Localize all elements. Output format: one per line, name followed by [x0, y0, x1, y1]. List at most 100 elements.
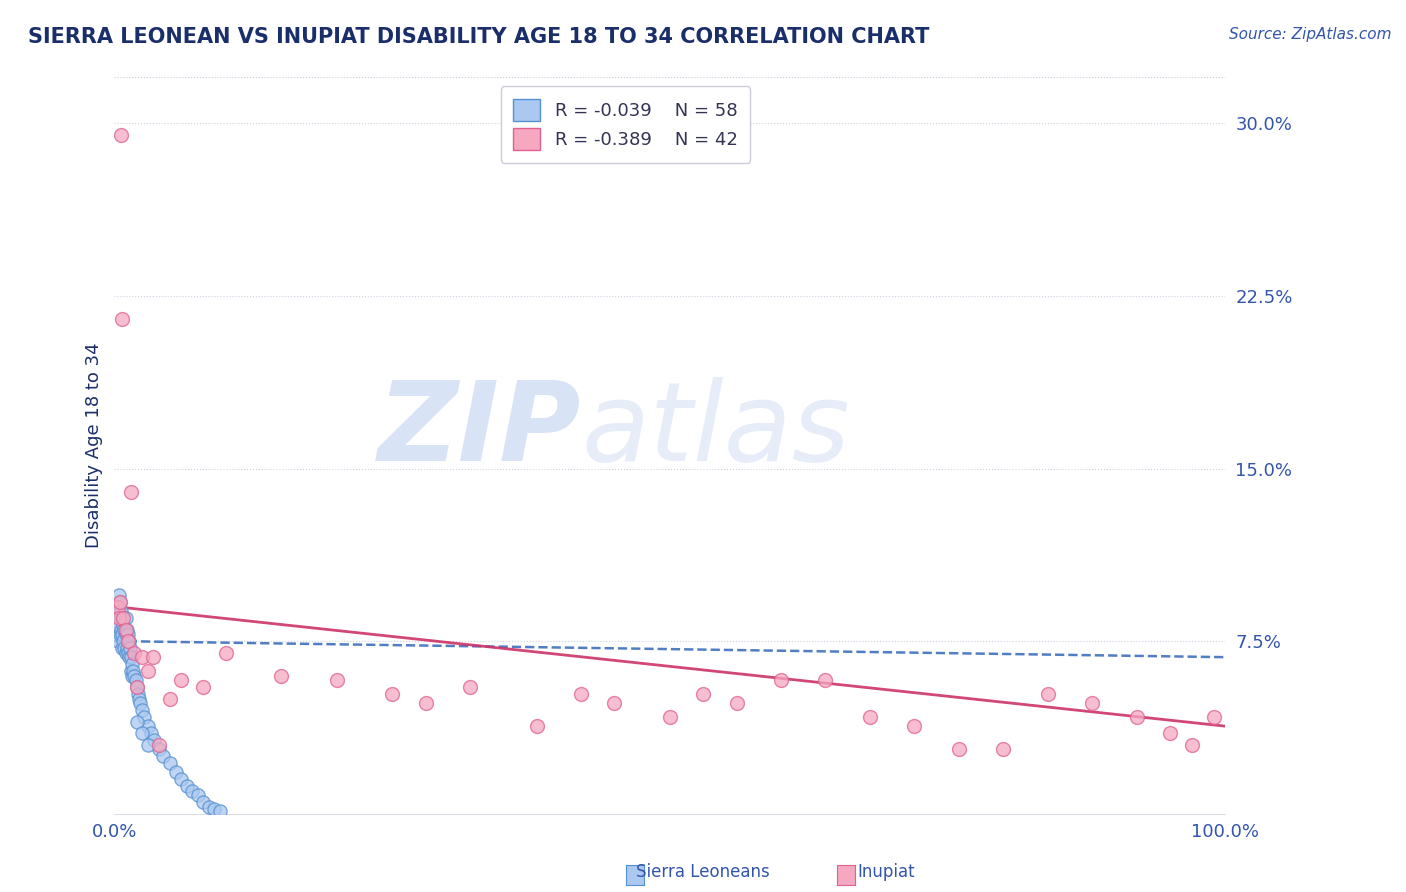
Point	[124, 668, 146, 682]
Point	[118, 640, 141, 655]
Point	[139, 726, 162, 740]
Point	[159, 691, 181, 706]
Point	[692, 687, 714, 701]
Point	[159, 756, 181, 770]
Point	[108, 595, 131, 609]
Point	[108, 611, 131, 625]
Point	[1181, 738, 1204, 752]
Point	[170, 772, 193, 786]
Point	[114, 646, 136, 660]
Point	[136, 719, 159, 733]
Text: Source: ZipAtlas.com: Source: ZipAtlas.com	[1229, 27, 1392, 42]
Point	[124, 673, 146, 688]
Point	[112, 640, 135, 655]
Point	[112, 618, 135, 632]
Point	[121, 657, 143, 671]
Text: Sierra Leoneans: Sierra Leoneans	[636, 863, 770, 881]
Point	[112, 634, 135, 648]
Point	[111, 640, 134, 655]
Point	[129, 696, 152, 710]
Point	[117, 627, 139, 641]
Point	[948, 742, 970, 756]
Point	[107, 599, 129, 614]
Point	[993, 742, 1015, 756]
Point	[112, 623, 135, 637]
Point	[187, 788, 209, 802]
Point	[270, 668, 292, 682]
Point	[143, 733, 166, 747]
Point	[107, 618, 129, 632]
Point	[142, 650, 165, 665]
Point	[176, 779, 198, 793]
Point	[110, 623, 132, 637]
Point	[725, 696, 748, 710]
Point	[325, 673, 347, 688]
Text: atlas: atlas	[581, 377, 849, 484]
Point	[108, 604, 131, 618]
Point	[770, 673, 793, 688]
Point	[134, 710, 156, 724]
Point	[115, 623, 138, 637]
Point	[903, 719, 925, 733]
Point	[120, 484, 142, 499]
Point	[1159, 726, 1181, 740]
Point	[108, 627, 131, 641]
Point	[125, 680, 148, 694]
Point	[148, 742, 170, 756]
Point	[814, 673, 837, 688]
Point	[107, 634, 129, 648]
Point	[148, 738, 170, 752]
Point	[193, 795, 215, 809]
Point	[108, 595, 131, 609]
Point	[214, 646, 236, 660]
Point	[111, 611, 134, 625]
Point	[136, 738, 159, 752]
Point	[127, 687, 149, 701]
Point	[122, 664, 145, 678]
Point	[1125, 710, 1147, 724]
Point	[1081, 696, 1104, 710]
Point	[170, 673, 193, 688]
Point	[118, 634, 141, 648]
Y-axis label: Disability Age 18 to 34: Disability Age 18 to 34	[86, 343, 103, 549]
Point	[198, 799, 221, 814]
Point	[115, 640, 138, 655]
Text: ZIP: ZIP	[378, 377, 581, 484]
Point	[193, 680, 215, 694]
Point	[208, 805, 231, 819]
Point	[1036, 687, 1059, 701]
Point	[114, 611, 136, 625]
Point	[1204, 710, 1226, 724]
Point	[111, 312, 134, 326]
Point	[114, 623, 136, 637]
Point	[152, 749, 174, 764]
Point	[108, 611, 131, 625]
Point	[458, 680, 481, 694]
Text: SIERRA LEONEAN VS INUPIAT DISABILITY AGE 18 TO 34 CORRELATION CHART: SIERRA LEONEAN VS INUPIAT DISABILITY AGE…	[28, 27, 929, 46]
Point	[117, 634, 139, 648]
Point	[202, 802, 225, 816]
Point	[131, 650, 153, 665]
Point	[125, 680, 148, 694]
Point	[114, 627, 136, 641]
Point	[526, 719, 548, 733]
Legend: R = -0.039    N = 58, R = -0.389    N = 42: R = -0.039 N = 58, R = -0.389 N = 42	[501, 87, 751, 163]
Point	[125, 714, 148, 729]
Point	[110, 604, 132, 618]
Point	[131, 703, 153, 717]
Point	[124, 646, 146, 660]
Point	[415, 696, 437, 710]
Point	[569, 687, 592, 701]
Point	[120, 650, 142, 665]
Point	[121, 668, 143, 682]
Point	[181, 783, 204, 797]
Point	[112, 611, 135, 625]
Point	[136, 664, 159, 678]
Point	[120, 664, 142, 678]
Point	[118, 650, 141, 665]
Point	[165, 765, 187, 780]
Point	[117, 646, 139, 660]
Point	[110, 128, 132, 142]
Point	[603, 696, 626, 710]
Point	[108, 588, 131, 602]
